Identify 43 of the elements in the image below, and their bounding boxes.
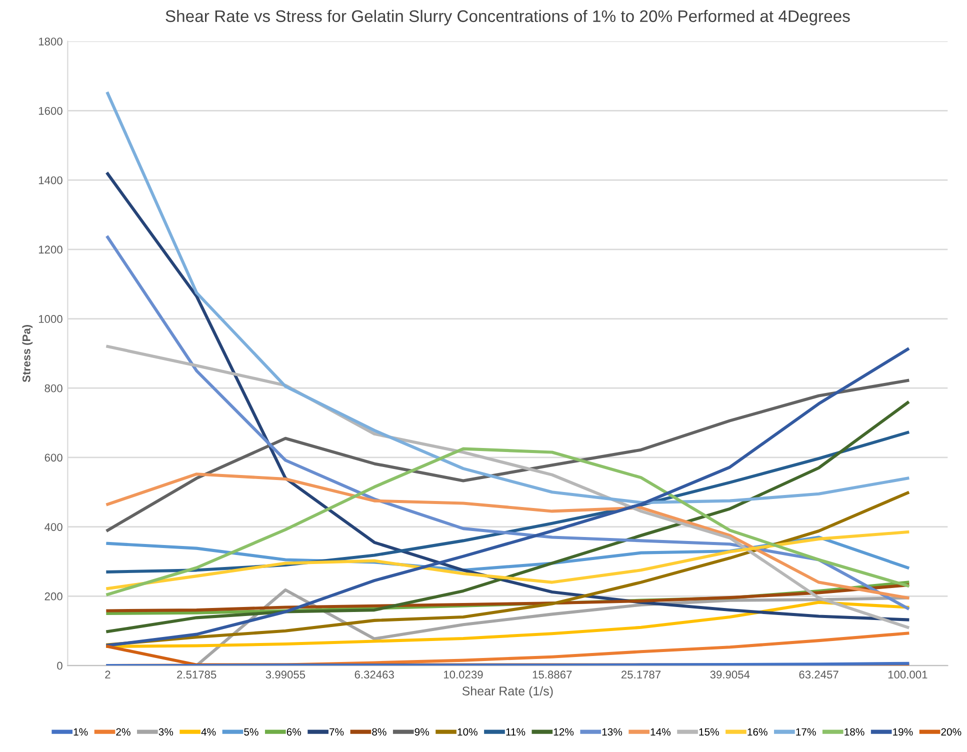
x-tick-label: 6.32463 bbox=[354, 670, 394, 679]
legend-label: 15% bbox=[699, 728, 719, 736]
x-tick-label: 2 bbox=[105, 670, 110, 678]
chart-title: Shear Rate vs Stress for Gelatin Slurry Concentrations of 1% to 20% Performed at 4Degrees bbox=[166, 10, 850, 26]
legend-label: 10% bbox=[458, 728, 478, 736]
legend-label: 8% bbox=[372, 728, 386, 736]
y-tick-label: 1400 bbox=[38, 176, 62, 184]
legend-label: 19% bbox=[893, 728, 913, 736]
y-tick-label: 0 bbox=[57, 662, 62, 670]
legend-label: 5% bbox=[244, 728, 258, 736]
x-tick-label: 10.0239 bbox=[444, 670, 483, 679]
y-tick-label: 200 bbox=[44, 592, 62, 600]
legend-label: 12% bbox=[554, 728, 574, 736]
legend-label: 7% bbox=[330, 728, 344, 736]
y-tick-label: 400 bbox=[44, 523, 62, 531]
y-tick-label: 1000 bbox=[38, 315, 62, 323]
legend-label: 13% bbox=[602, 728, 622, 736]
y-tick-label: 1600 bbox=[38, 106, 62, 115]
y-axis-title: Stress (Pa) bbox=[22, 324, 33, 382]
legend-label: 11% bbox=[506, 728, 526, 736]
y-tick-label: 1800 bbox=[38, 38, 62, 46]
x-tick-label: 63.2457 bbox=[799, 670, 838, 679]
x-tick-label: 2.51785 bbox=[177, 670, 216, 679]
x-axis-title: Shear Rate (1/s) bbox=[462, 686, 553, 698]
x-tick-label: 15.8867 bbox=[532, 670, 572, 679]
legend-label: 18% bbox=[844, 728, 864, 736]
legend-label: 3% bbox=[158, 728, 174, 736]
legend-label: 9% bbox=[414, 728, 430, 736]
legend-label: 1% bbox=[74, 728, 88, 736]
legend-label: 17% bbox=[796, 728, 816, 736]
legend-label: 4% bbox=[201, 728, 216, 736]
legend-label: 14% bbox=[650, 728, 670, 736]
y-tick-label: 1200 bbox=[38, 246, 62, 254]
x-tick-label: 39.9054 bbox=[710, 670, 750, 679]
y-tick-label: 800 bbox=[44, 384, 62, 392]
x-tick-label: 100.001 bbox=[888, 670, 928, 679]
y-tick-label: 600 bbox=[44, 454, 62, 462]
legend-label: 20% bbox=[941, 728, 962, 736]
legend-label: 2% bbox=[116, 728, 130, 736]
x-tick-label: 25.1787 bbox=[621, 670, 661, 679]
x-tick-label: 3.99055 bbox=[266, 670, 306, 679]
legend-label: 16% bbox=[748, 728, 768, 736]
legend-label: 6% bbox=[286, 728, 302, 736]
